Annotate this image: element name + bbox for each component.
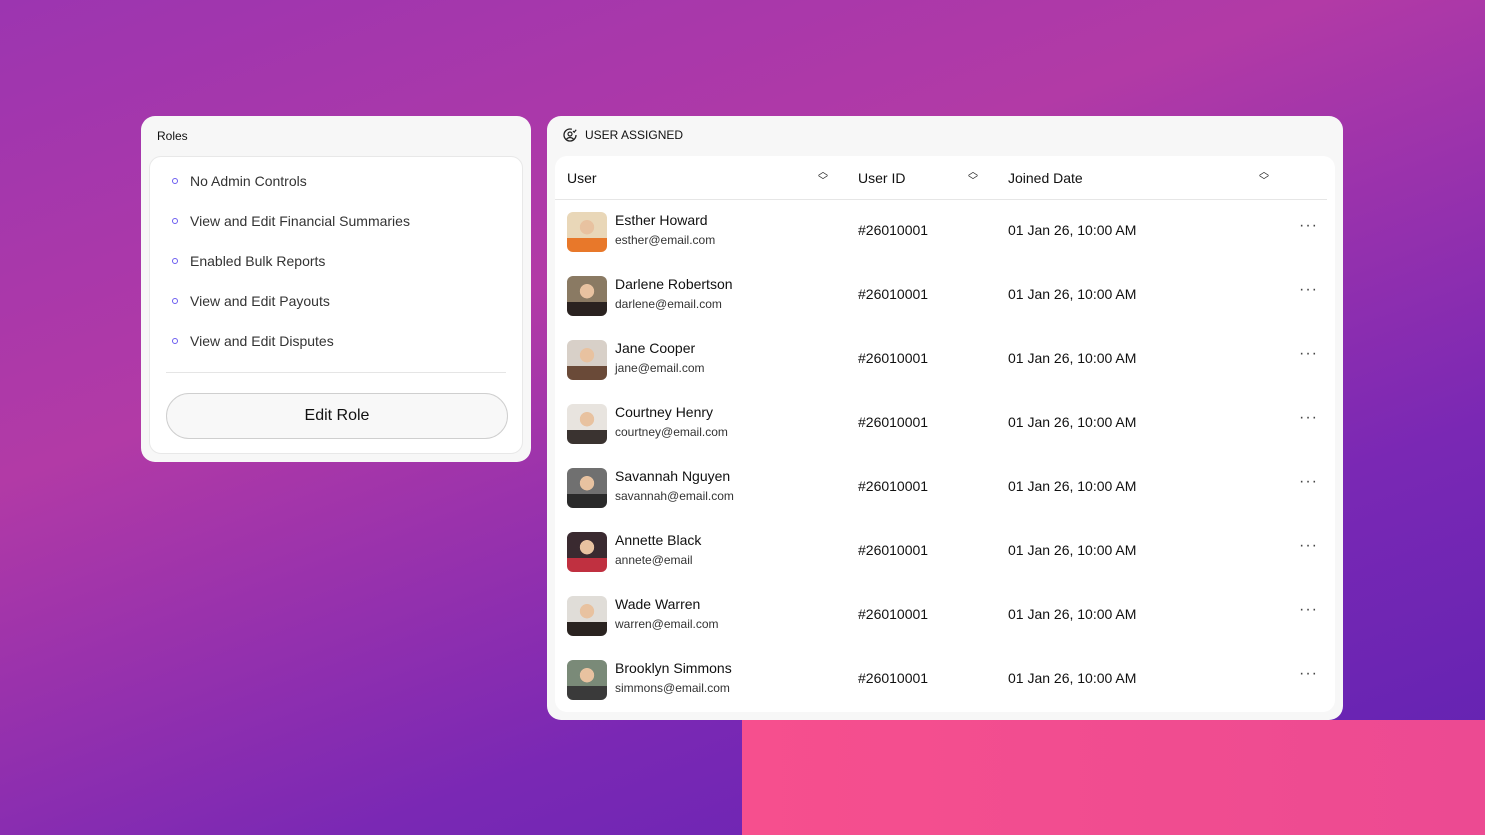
joined-date: 01 Jan 26, 10:00 AM [1008, 606, 1137, 622]
role-label: View and Edit Payouts [190, 293, 330, 309]
table-row[interactable]: Esther Howard esther@email.com #26010001… [555, 212, 1335, 276]
user-email: warren@email.com [615, 617, 719, 631]
joined-date: 01 Jan 26, 10:00 AM [1008, 670, 1137, 686]
more-actions-icon[interactable]: ··· [1299, 345, 1318, 362]
user-id: #26010001 [858, 350, 929, 366]
user-email: savannah@email.com [615, 489, 734, 503]
user-name: Annette Black [615, 532, 702, 548]
user-name: Wade Warren [615, 596, 701, 612]
roles-panel: Roles No Admin Controls View and Edit Fi… [141, 116, 531, 462]
user-email: darlene@email.com [615, 297, 722, 311]
avatar [567, 340, 607, 380]
avatar [567, 660, 607, 700]
table-row[interactable]: Savannah Nguyen savannah@email.com #2601… [555, 468, 1335, 532]
table-row[interactable]: Courtney Henry courtney@email.com #26010… [555, 404, 1335, 468]
user-assigned-header: USER ASSIGNED [563, 128, 683, 142]
joined-date: 01 Jan 26, 10:00 AM [1008, 542, 1137, 558]
column-header-joined-date[interactable]: Joined Date [1008, 170, 1083, 186]
user-email: esther@email.com [615, 233, 716, 247]
bullet-icon [172, 258, 178, 264]
table-row[interactable]: Annette Black annete@email #26010001 01 … [555, 532, 1335, 596]
sort-icon[interactable]: ︿ ﹀ [968, 167, 978, 187]
user-email: annete@email [615, 553, 693, 567]
role-item: View and Edit Disputes [172, 333, 334, 349]
more-actions-icon[interactable]: ··· [1299, 665, 1318, 682]
role-label: View and Edit Disputes [190, 333, 334, 349]
role-item: View and Edit Financial Summaries [172, 213, 410, 229]
user-id: #26010001 [858, 606, 929, 622]
user-email: simmons@email.com [615, 681, 730, 695]
table-row[interactable]: Darlene Robertson darlene@email.com #260… [555, 276, 1335, 340]
user-id: #26010001 [858, 670, 929, 686]
role-item: No Admin Controls [172, 173, 307, 189]
joined-date: 01 Jan 26, 10:00 AM [1008, 478, 1137, 494]
joined-date: 01 Jan 26, 10:00 AM [1008, 414, 1137, 430]
avatar [567, 404, 607, 444]
edit-role-button[interactable]: Edit Role [166, 393, 508, 439]
roles-title: Roles [157, 129, 188, 143]
user-assigned-panel: USER ASSIGNED User ︿ ﹀ User ID ︿ ﹀ Joined … [547, 116, 1343, 720]
joined-date: 01 Jan 26, 10:00 AM [1008, 222, 1137, 238]
header-divider [555, 199, 1327, 200]
bullet-icon [172, 338, 178, 344]
user-id: #26010001 [858, 478, 929, 494]
more-actions-icon[interactable]: ··· [1299, 537, 1318, 554]
table-row[interactable]: Wade Warren warren@email.com #26010001 0… [555, 596, 1335, 660]
user-id: #26010001 [858, 222, 929, 238]
more-actions-icon[interactable]: ··· [1299, 473, 1318, 490]
table-row[interactable]: Jane Cooper jane@email.com #26010001 01 … [555, 340, 1335, 404]
user-id: #26010001 [858, 414, 929, 430]
user-name: Jane Cooper [615, 340, 696, 356]
user-name: Courtney Henry [615, 404, 714, 420]
avatar [567, 596, 607, 636]
more-actions-icon[interactable]: ··· [1299, 217, 1318, 234]
user-name: Esther Howard [615, 212, 708, 228]
more-actions-icon[interactable]: ··· [1299, 601, 1318, 618]
avatar [567, 276, 607, 316]
user-email: courtney@email.com [615, 425, 728, 439]
user-assigned-title: USER ASSIGNED [585, 128, 684, 142]
role-item: View and Edit Payouts [172, 293, 330, 309]
more-actions-icon[interactable]: ··· [1299, 409, 1318, 426]
role-item: Enabled Bulk Reports [172, 253, 325, 269]
column-header-user[interactable]: User [567, 170, 597, 186]
avatar [567, 212, 607, 252]
user-id: #26010001 [858, 542, 929, 558]
avatar [567, 532, 607, 572]
bullet-icon [172, 218, 178, 224]
table-row[interactable]: Brooklyn Simmons simmons@email.com #2601… [555, 660, 1335, 724]
user-check-icon [563, 128, 577, 142]
role-label: View and Edit Financial Summaries [190, 213, 410, 229]
avatar [567, 468, 607, 508]
user-name: Brooklyn Simmons [615, 660, 732, 676]
column-header-user-id[interactable]: User ID [858, 170, 906, 186]
more-actions-icon[interactable]: ··· [1299, 281, 1318, 298]
users-table: User ︿ ﹀ User ID ︿ ﹀ Joined Date ︿ ﹀ Esther… [555, 156, 1335, 712]
user-name: Darlene Robertson [615, 276, 733, 292]
sort-icon[interactable]: ︿ ﹀ [1259, 167, 1269, 187]
user-email: jane@email.com [615, 361, 705, 375]
roles-list: No Admin Controls View and Edit Financia… [149, 156, 523, 454]
background-pink-block [742, 720, 1485, 835]
bullet-icon [172, 298, 178, 304]
joined-date: 01 Jan 26, 10:00 AM [1008, 350, 1137, 366]
user-name: Savannah Nguyen [615, 468, 731, 484]
user-id: #26010001 [858, 286, 929, 302]
sort-icon[interactable]: ︿ ﹀ [818, 167, 828, 187]
role-label: Enabled Bulk Reports [190, 253, 326, 269]
divider [166, 372, 506, 373]
joined-date: 01 Jan 26, 10:00 AM [1008, 286, 1137, 302]
bullet-icon [172, 178, 178, 184]
role-label: No Admin Controls [190, 173, 307, 189]
